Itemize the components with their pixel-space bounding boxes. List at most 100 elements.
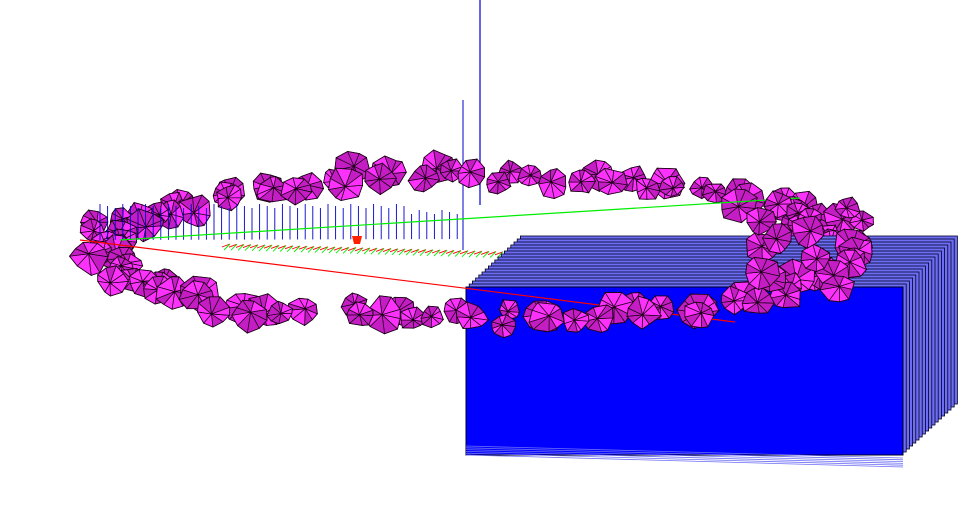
y-vector-tick	[433, 249, 441, 257]
x-vector-tick	[319, 246, 329, 251]
particle-blob	[562, 308, 590, 333]
x-vector-tick	[473, 250, 483, 255]
x-vector-tick	[431, 249, 441, 254]
particle-blob	[491, 314, 516, 339]
x-vector-tick	[305, 245, 315, 250]
y-vector-tick	[440, 249, 448, 257]
x-vector-tick	[445, 249, 455, 254]
particle-blob	[455, 301, 490, 329]
particle-blob	[498, 298, 520, 320]
y-vector-tick	[419, 249, 427, 256]
particle-blob	[486, 171, 512, 195]
particle-blob	[538, 168, 567, 200]
particle-blob	[231, 299, 268, 334]
x-vector-tick	[403, 248, 413, 253]
particle-blob	[68, 241, 109, 277]
y-vector-tick	[370, 247, 378, 255]
slab-edge-line	[465, 452, 904, 466]
particle-blob	[626, 295, 663, 330]
y-vector-tick	[335, 246, 343, 254]
y-vector-tick	[461, 250, 469, 258]
particle-blob	[327, 167, 364, 201]
x-vector-tick	[389, 248, 399, 253]
x-vector-tick	[263, 244, 273, 249]
y-vector-tick	[272, 245, 280, 252]
x-vector-tick	[410, 248, 420, 253]
y-vector-tick	[426, 249, 434, 257]
particle-blob	[420, 305, 444, 329]
y-vector-tick	[279, 245, 287, 252]
x-vector-tick	[298, 245, 308, 250]
x-vector-tick	[354, 247, 364, 252]
particle-ring-back	[68, 149, 875, 335]
slab-edge-line	[465, 451, 904, 464]
slab-edge-line	[465, 449, 904, 462]
y-vector-tick	[398, 248, 406, 256]
x-vector-tick	[396, 248, 406, 253]
x-vector-tick	[235, 243, 245, 248]
particle-blob	[741, 287, 775, 314]
x-vector-tick	[326, 246, 336, 251]
slab-edge-line	[465, 447, 904, 461]
y-vector-tick	[251, 244, 259, 252]
x-vector-tick	[438, 249, 448, 254]
y-vector-tick	[405, 248, 413, 256]
particle-blob	[364, 162, 398, 196]
y-vector-tick	[244, 244, 252, 251]
particle-blob	[819, 275, 856, 303]
y-vector-tick	[482, 251, 490, 258]
x-vector-tick	[340, 246, 350, 251]
x-vector-tick	[480, 250, 490, 255]
particle-blob	[457, 158, 486, 189]
x-vector-tick	[487, 251, 497, 256]
y-vector-tick	[356, 247, 364, 255]
y-vector-tick	[314, 246, 322, 253]
particle-blob	[791, 215, 825, 249]
x-vector-tick	[494, 251, 504, 256]
x-vector-tick	[375, 247, 385, 252]
particle-blob	[568, 169, 597, 194]
x-vector-tick	[228, 243, 238, 248]
x-vector-tick	[368, 247, 378, 252]
particle-blob	[746, 207, 777, 236]
stacked-blue-slab	[465, 235, 958, 468]
particle-blob	[216, 184, 242, 212]
particle-blob	[594, 167, 628, 195]
particle-blob	[745, 256, 781, 291]
y-vector-tick	[475, 250, 483, 258]
xy-vector-ticks	[221, 243, 504, 259]
particle-blob	[800, 243, 831, 272]
particle-blob	[657, 175, 686, 197]
y-vector-tick	[349, 247, 357, 254]
x-vector-tick	[459, 250, 469, 255]
y-vector-tick	[237, 244, 245, 251]
y-vector-tick	[293, 245, 301, 253]
x-vector-tick	[424, 249, 434, 254]
x-vector-tick	[333, 246, 343, 251]
particle-blob	[266, 300, 294, 325]
y-vector-tick	[384, 248, 392, 255]
particle-blob	[582, 304, 614, 333]
particle-blob	[346, 301, 374, 326]
x-vector-tick	[270, 244, 280, 249]
y-vector-tick	[307, 246, 315, 253]
x-vector-tick	[221, 243, 231, 248]
x-vector-tick	[277, 245, 287, 250]
y-axis-line	[119, 197, 801, 241]
particle-blob	[684, 301, 715, 329]
y-vector-tick	[230, 243, 238, 251]
x-vector-tick	[242, 244, 252, 249]
particle-blob	[196, 296, 231, 328]
x-vector-tick	[312, 246, 322, 251]
particle-ring-front	[420, 190, 874, 339]
particle-blob	[176, 194, 211, 228]
x-vector-tick	[452, 250, 462, 255]
x-vector-tick	[256, 244, 266, 249]
y-vector-tick	[412, 249, 420, 256]
particle-blob	[701, 183, 728, 204]
x-vector-tick	[466, 250, 476, 255]
x-vector-tick	[284, 245, 294, 250]
x-vector-tick	[417, 249, 427, 254]
